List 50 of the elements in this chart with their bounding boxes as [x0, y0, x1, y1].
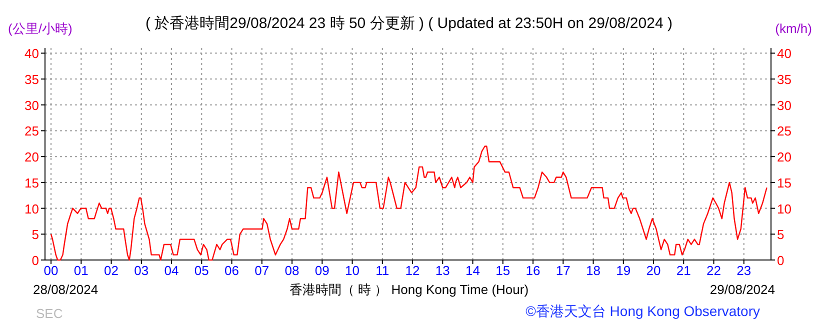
y-tick-label: 5	[32, 227, 39, 242]
x-tick-label: 03	[134, 263, 149, 278]
y2-tick-label: 10	[777, 201, 792, 216]
y2-tick-label: 15	[777, 175, 792, 190]
x-axis-title: 香港時間（ 時 ） Hong Kong Time (Hour)	[289, 282, 529, 297]
x-tick-label: 01	[74, 263, 88, 278]
text: SEC	[36, 306, 63, 321]
x-tick-label: 07	[254, 263, 270, 278]
x-tick-label: 20	[646, 263, 661, 278]
text: 28/08/2024	[33, 282, 98, 297]
x-tick-label: 17	[556, 263, 570, 278]
x-tick-label: 15	[496, 263, 510, 278]
y2-tick-label: 0	[777, 253, 784, 268]
y-tick-label: 20	[24, 150, 39, 165]
x-tick-label: 19	[616, 263, 631, 278]
x-tick-label: 11	[376, 263, 390, 278]
y-tick-label: 0	[32, 253, 39, 268]
y2-tick-label: 5	[777, 227, 784, 242]
x-tick-label: 10	[345, 263, 360, 278]
y-tick-label: 15	[24, 175, 39, 190]
y-axis-title: (公里/小時)	[8, 21, 72, 36]
text: ©香港天文台 Hong Kong Observatory	[526, 303, 760, 319]
x-tick-label: 12	[405, 263, 420, 278]
x-tick-label: 05	[194, 263, 209, 278]
x-tick-label: 08	[284, 263, 300, 278]
y2-tick-label: 25	[777, 124, 792, 139]
y-tick-label: 40	[24, 46, 39, 62]
x-tick-label: 16	[526, 263, 540, 278]
text: 29/08/2024	[710, 282, 775, 297]
x-tick-label: 22	[706, 263, 721, 278]
x-tick-label: 18	[586, 263, 600, 278]
x-tick-label: 13	[435, 263, 450, 278]
y-tick-label: 35	[24, 72, 39, 88]
y-tick-label: 30	[24, 98, 39, 113]
y-tick-label: 10	[24, 201, 39, 216]
x-tick-label: 02	[104, 263, 119, 278]
x-tick-label: 09	[314, 263, 330, 278]
x-tick-label: 04	[164, 263, 179, 278]
y2-tick-label: 40	[777, 46, 792, 62]
y-tick-label: 25	[24, 124, 39, 139]
y2-tick-label: 35	[777, 72, 792, 88]
y2-axis-title: (km/h)	[775, 21, 812, 36]
x-tick-label: 06	[224, 263, 240, 278]
chart-title: ( 於香港時間29/08/2024 23 時 50 分更新 ) ( Updated at 23:50H on 29/08/2024 )	[146, 15, 672, 32]
y2-tick-label: 20	[777, 150, 792, 165]
x-tick-label: 23	[736, 263, 752, 278]
x-tick-label: 21	[676, 263, 691, 278]
y2-tick-label: 30	[777, 98, 792, 113]
x-tick-label: 14	[466, 263, 480, 278]
x-tick-label: 00	[44, 263, 58, 278]
